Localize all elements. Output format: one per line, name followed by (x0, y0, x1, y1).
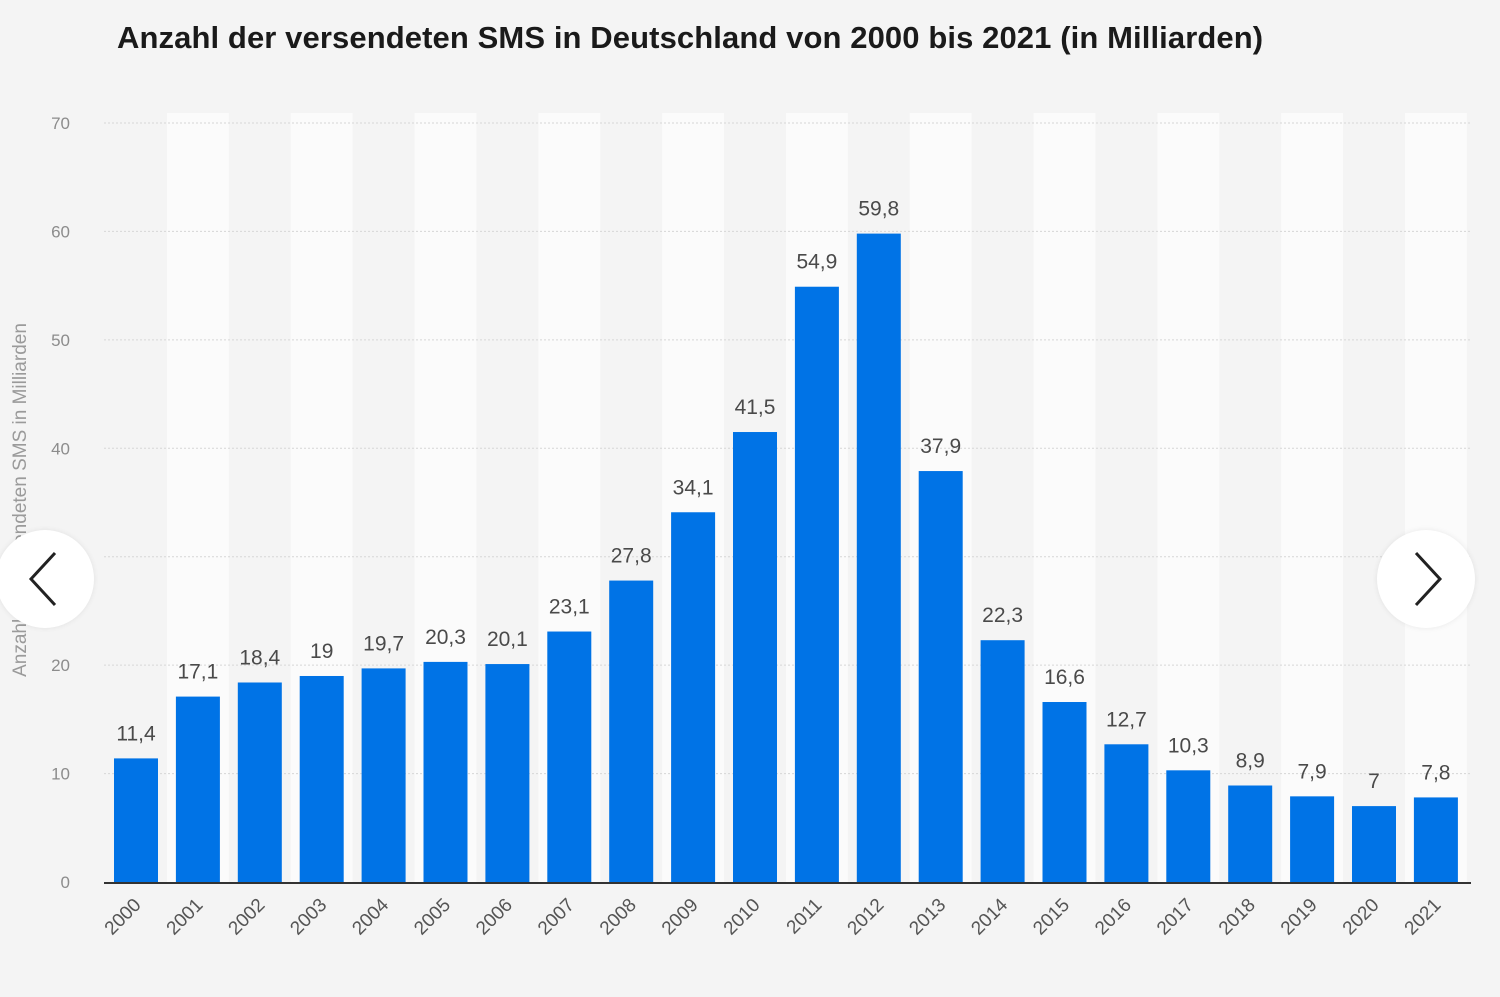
x-tick-label: 2018 (1215, 895, 1260, 940)
x-tick-label: 2004 (348, 894, 393, 939)
bar (114, 758, 158, 882)
bar (609, 580, 654, 882)
value-label: 37,9 (920, 435, 961, 458)
x-tick-label: 2017 (1153, 895, 1198, 940)
bar (237, 682, 282, 882)
bar (1352, 806, 1396, 882)
bar (794, 286, 839, 882)
bar (1104, 744, 1149, 882)
y-tick-label: 60 (51, 222, 70, 241)
x-tick-label: 2005 (410, 895, 455, 940)
x-tick-label: 2021 (1401, 895, 1446, 940)
y-tick-label: 0 (61, 873, 70, 892)
column-band (1404, 113, 1467, 882)
value-label: 27,8 (611, 545, 652, 568)
bar (733, 432, 777, 882)
value-label: 20,1 (487, 628, 528, 651)
y-tick-label: 20 (51, 656, 70, 675)
x-tick-label: 2019 (1277, 895, 1322, 940)
bar (1166, 770, 1211, 882)
x-axis-ticks: 2000 2001 2002 2003 2004 2005 2006 2007 2008 2009… (101, 894, 1446, 939)
value-label: 7,8 (1421, 761, 1450, 784)
x-tick-label: 2012 (844, 895, 889, 940)
chevron-left-icon (28, 551, 57, 607)
y-tick-label: 70 (51, 114, 70, 133)
x-tick-label: 2014 (967, 894, 1012, 939)
bar (547, 631, 592, 882)
value-label: 54,9 (796, 251, 837, 274)
value-label: 19,7 (363, 632, 404, 655)
bar (1228, 785, 1273, 882)
value-label: 10,3 (1168, 734, 1209, 757)
x-tick-label: 2000 (101, 895, 146, 940)
bar (1042, 702, 1087, 882)
value-label: 59,8 (858, 198, 899, 221)
x-tick-label: 2011 (783, 895, 827, 939)
x-tick-label: 2013 (905, 895, 950, 940)
y-tick-label: 10 (51, 765, 70, 784)
value-label: 17,1 (177, 661, 218, 684)
bar (918, 471, 963, 882)
bar (485, 664, 530, 882)
previous-button[interactable] (0, 530, 94, 628)
bar (175, 696, 220, 882)
x-tick-label: 2006 (472, 895, 517, 940)
bar (980, 640, 1025, 882)
x-tick-label: 2020 (1339, 895, 1384, 940)
value-label: 23,1 (549, 596, 590, 619)
value-label: 19 (310, 640, 333, 663)
bar (671, 512, 716, 882)
y-tick-label: 50 (51, 331, 70, 350)
value-label: 34,1 (673, 476, 714, 499)
bar (856, 233, 901, 882)
bar (423, 661, 468, 882)
x-tick-label: 2009 (658, 895, 703, 940)
value-label: 11,4 (116, 722, 156, 745)
x-tick-label: 2015 (1029, 895, 1074, 940)
column-band (1281, 113, 1344, 882)
x-tick-label: 2002 (225, 895, 270, 940)
y-axis-ticks: 0 10 20 40 50 60 70 (51, 114, 70, 892)
chevron-right-icon (1414, 551, 1443, 607)
x-tick-label: 2016 (1091, 895, 1136, 940)
x-tick-label: 2001 (163, 895, 208, 940)
value-label: 16,6 (1044, 666, 1085, 689)
value-label: 7 (1368, 770, 1380, 793)
bar (299, 675, 344, 882)
x-tick-label: 2003 (286, 895, 331, 940)
value-label: 20,3 (425, 626, 466, 649)
bar (1290, 796, 1335, 882)
value-label: 8,9 (1236, 749, 1265, 772)
x-tick-label: 2010 (720, 895, 765, 940)
x-tick-label: 2007 (534, 895, 579, 940)
value-label: 12,7 (1106, 708, 1147, 731)
x-tick-label: 2008 (596, 895, 641, 940)
value-label: 7,9 (1297, 760, 1326, 783)
bar (1413, 797, 1458, 882)
column-band (1157, 113, 1220, 882)
bar (361, 668, 406, 882)
chart-title: Anzahl der versendeten SMS in Deutschlan… (117, 20, 1264, 55)
y-tick-label: 40 (51, 439, 70, 458)
value-labels: 11,4 17,1 18,4 19 19,7 20,3 20,1 23,1 27,8 34,1 41… (116, 198, 1450, 794)
bars (114, 233, 1458, 882)
value-label: 18,4 (239, 646, 280, 669)
next-button[interactable] (1377, 530, 1475, 628)
value-label: 22,3 (982, 604, 1023, 627)
value-label: 41,5 (735, 396, 776, 419)
